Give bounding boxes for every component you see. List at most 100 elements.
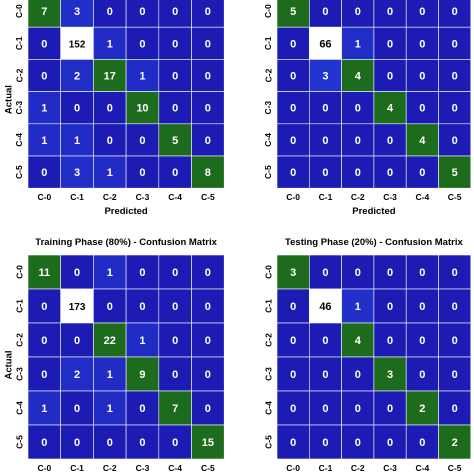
cell-value-label: 3 <box>74 6 80 18</box>
heatmap-cell <box>93 59 127 92</box>
heatmap-cell <box>341 254 375 290</box>
heatmap-cell <box>438 26 472 60</box>
heatmap-cell <box>158 59 192 92</box>
cell-value-label: 0 <box>172 6 178 18</box>
cell-value-label: 4 <box>387 103 394 115</box>
cell-value-label: 1 <box>41 103 47 115</box>
y-tick-label: C-3 <box>14 367 24 381</box>
x-tick-label: C-1 <box>70 463 84 473</box>
heatmap-cell <box>438 356 472 392</box>
cell-value-label: 0 <box>452 267 458 279</box>
cell-value-label: 0 <box>290 301 296 313</box>
heatmap-cell <box>276 59 310 92</box>
cell-value-label: 0 <box>355 369 361 381</box>
heatmap-cell <box>308 288 342 324</box>
heatmap-cell <box>125 356 160 392</box>
cell-value-label: 0 <box>74 403 80 415</box>
heatmap-cell <box>158 424 192 460</box>
heatmap-cell <box>191 26 225 60</box>
heatmap-cell <box>308 424 342 460</box>
x-tick-label: C-5 <box>201 463 215 473</box>
heatmap-cell <box>308 390 342 426</box>
heatmap-cell <box>158 254 192 290</box>
y-tick-label: C-2 <box>263 333 273 347</box>
cell-value-label: 2 <box>452 437 458 449</box>
heatmap-cell <box>341 356 375 392</box>
cell-value-label: 1 <box>74 135 80 147</box>
cell-value-label: 3 <box>387 369 393 381</box>
cell-value-label: 1 <box>107 369 113 381</box>
cell-value-label: 8 <box>205 167 211 179</box>
cell-value-label: 0 <box>107 437 113 449</box>
cell-value-label: 0 <box>172 267 178 279</box>
x-tick-label: C-3 <box>383 463 397 473</box>
confusion-matrix-panel-2: Training Phase (80%) - Confusion Matrix 1… <box>4 237 225 473</box>
cell-value-label: 1 <box>41 403 47 415</box>
heatmap-cell <box>93 123 127 157</box>
x-tick-label: C-4 <box>168 463 182 473</box>
heatmap-cell <box>191 390 225 426</box>
cell-value-label: 0 <box>419 267 425 279</box>
cell-value-label: 5 <box>290 6 296 18</box>
y-axis-label: Actual <box>4 350 15 379</box>
heatmap-cell <box>125 288 160 324</box>
x-tick-label: C-1 <box>319 463 333 473</box>
cell-value-label: 0 <box>387 267 393 279</box>
cell-value-label: 0 <box>387 38 393 50</box>
cell-value-label: 1 <box>139 71 145 83</box>
cell-value-label: 9 <box>139 369 145 381</box>
cell-value-label: 4 <box>419 135 426 147</box>
heatmap-cell <box>60 0 94 28</box>
cell-value-label: 0 <box>355 437 361 449</box>
y-tick-label: C-1 <box>14 36 24 50</box>
heatmap-cell <box>405 59 439 92</box>
heatmap-cell <box>341 390 375 426</box>
heatmap-cell <box>93 424 127 460</box>
y-tick-label: C-5 <box>263 435 273 449</box>
cell-value-label: 0 <box>41 335 47 347</box>
heatmap-cell <box>125 424 160 460</box>
y-tick-label: C-5 <box>263 165 273 179</box>
cell-value-label: 0 <box>139 437 145 449</box>
heatmap-cell <box>125 155 160 189</box>
heatmap-cell <box>373 123 407 157</box>
y-tick-label: C-3 <box>263 367 273 381</box>
heatmap-cell <box>438 59 472 92</box>
cell-value-label: 0 <box>172 103 178 115</box>
cell-value-label: 0 <box>139 301 145 313</box>
heatmap-cell <box>405 356 439 392</box>
cell-value-label: 0 <box>419 369 425 381</box>
heatmap-cell <box>373 155 407 189</box>
heatmap-cell <box>373 288 407 324</box>
heatmap-cell <box>438 424 472 460</box>
cell-value-label: 0 <box>355 167 361 179</box>
confusion-matrix-panel-0: 7 3 0 0 0 00 152 1 0 0 00 2 17 1 0 01 0 0 10 0 01 1 0 0 5 00 3 1 0 0 8… <box>4 0 225 217</box>
cell-value-label: 0 <box>290 369 296 381</box>
heatmap-cell <box>60 123 94 157</box>
cell-value-label: 1 <box>139 335 145 347</box>
heatmap-cell <box>93 0 127 28</box>
x-axis-label: Predicted <box>352 206 395 217</box>
heatmap-cell <box>158 390 192 426</box>
cell-value-label: 0 <box>139 6 145 18</box>
cell-value-label: 0 <box>41 369 47 381</box>
x-tick-label: C-3 <box>136 463 150 473</box>
y-tick-label: C-4 <box>14 401 24 415</box>
heatmap-cell <box>191 356 225 392</box>
cell-value-label: 0 <box>107 6 113 18</box>
cell-value-label: 0 <box>322 267 328 279</box>
cell-value-label: 10 <box>136 103 148 115</box>
heatmap-cell <box>27 123 62 157</box>
cell-value-label: 22 <box>104 335 116 347</box>
heatmap-cell <box>158 356 192 392</box>
heatmap-cell <box>373 0 407 28</box>
cell-value-label: 0 <box>322 167 328 179</box>
cell-value-label: 0 <box>290 71 296 83</box>
cell-value-label: 0 <box>139 135 145 147</box>
cell-value-label: 0 <box>74 103 80 115</box>
cell-value-label: 0 <box>290 38 296 50</box>
cell-value-label: 0 <box>139 267 145 279</box>
cell-value-label: 0 <box>322 437 328 449</box>
cell-value-label: 0 <box>387 71 393 83</box>
cell-value-label: 0 <box>387 135 393 147</box>
